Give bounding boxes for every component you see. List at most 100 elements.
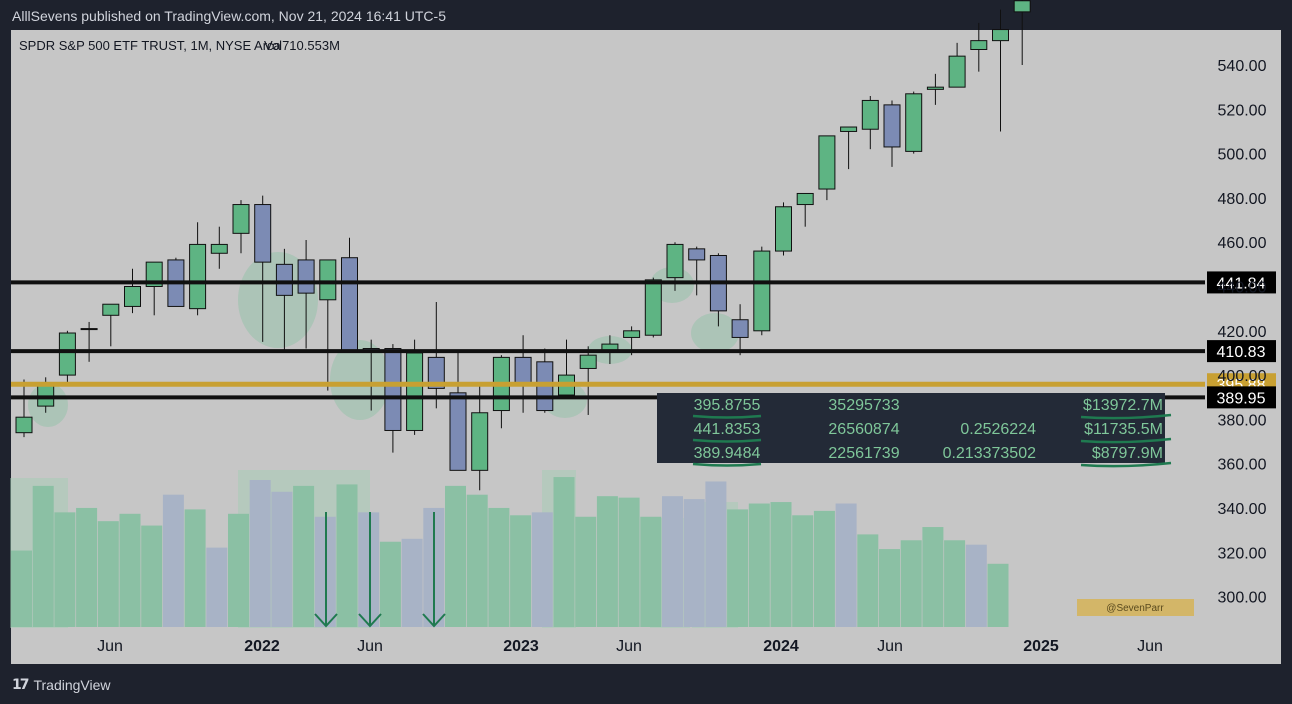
level-label: 410.83 [1217,344,1266,361]
volume-layer [11,477,1009,627]
candle[interactable] [449,350,467,471]
candle[interactable] [926,73,944,105]
candle[interactable] [731,304,749,356]
candle[interactable] [427,302,445,409]
candle[interactable] [905,91,923,154]
tradingview-brand[interactable]: 17 TradingView [12,677,111,693]
candle[interactable] [297,239,315,349]
level-label-box [1207,271,1276,294]
candle[interactable] [145,261,163,316]
candle[interactable] [775,202,792,256]
candle[interactable] [232,200,250,254]
candle-body [15,416,33,434]
volume-bar [792,515,814,627]
volume-bar [97,521,119,627]
candle[interactable] [818,135,836,201]
candle[interactable] [275,248,293,353]
time-tick-label: Jun [616,638,642,655]
volume-bar [662,496,683,627]
volume-bar [271,491,293,627]
candle[interactable] [840,126,858,170]
candle-body [189,243,207,310]
time-axis[interactable]: Jun 2022 Jun 2023 Jun 2024 Jun 2025 Jun [97,638,1163,655]
volume-bar [813,510,835,627]
underline-mark [1080,413,1172,420]
candle[interactable] [688,246,706,296]
highlight-circle [330,340,390,420]
volume-bar [401,538,423,627]
price-tick-label: 340.00 [1218,501,1267,518]
candle-body [818,135,836,190]
volume-bar [618,497,640,627]
candle[interactable] [666,242,684,291]
volume-bar [54,512,76,627]
candle[interactable] [644,277,662,338]
volume-bar [11,550,32,627]
candle[interactable] [254,195,272,342]
time-tick-label: 2025 [1023,638,1059,655]
candle[interactable] [970,22,988,72]
candle[interactable] [58,330,76,384]
candle-body [883,104,901,148]
table-cell: 389.9484 [694,445,761,462]
candle[interactable] [1013,0,1031,65]
candle[interactable] [753,246,771,336]
volume-bar [119,513,141,627]
candle-body [297,259,315,294]
candle[interactable] [80,321,98,362]
arrow-head [314,613,338,628]
volume-bar [510,515,532,627]
candle-body [861,99,879,130]
table-cell: 441.8353 [694,421,761,438]
candle[interactable] [102,303,120,347]
underline-mark [692,462,762,467]
candle[interactable] [796,192,814,227]
underline-mark [1080,461,1172,468]
volume-bar [748,503,770,627]
candle-body [948,55,966,88]
candle-body [427,356,445,389]
volume-bar [857,534,879,627]
volume-bar [922,527,944,627]
volume-bar [553,477,575,627]
volume-bar [640,516,662,627]
candle[interactable] [210,226,228,269]
volume-bar [965,544,987,627]
price-axis[interactable]: 300.00 320.00 340.00 360.00 380.00 400.00 420.… [1218,58,1267,607]
level-label-box [1207,386,1276,409]
candle-body [775,206,792,252]
candle[interactable] [579,346,597,415]
arrow-head [422,613,446,628]
candle[interactable] [948,42,966,88]
candle[interactable] [15,379,33,438]
volume-bar [531,512,553,627]
time-tick-label: 2024 [763,638,799,655]
underline-mark [692,438,762,443]
table-cell: $11735.5M [1084,421,1163,438]
candle-body [796,192,814,206]
footer [0,666,1292,704]
highlight-circle [543,382,587,418]
volume-bar [466,494,488,627]
candle-body [579,354,597,369]
candle-layer [15,0,1031,491]
candle[interactable] [992,9,1009,132]
volume-bar [293,485,315,627]
candle[interactable] [406,339,424,435]
candle[interactable] [471,386,489,491]
candle[interactable] [861,96,879,150]
volume-label: Vol710.553M [264,38,340,53]
candle[interactable] [189,222,207,316]
candle-body [275,263,293,296]
volume-bar [141,525,163,627]
level-label: 441.84 [1217,275,1266,292]
candle[interactable] [319,259,337,391]
volume-bar [488,507,510,627]
candle[interactable] [883,100,901,167]
price-tick-label: 380.00 [1218,412,1267,429]
arrows-layer [314,512,446,628]
volume-bar [32,485,54,627]
publish-line: AlllSevens published on TradingView.com,… [12,8,446,24]
candle[interactable] [124,268,141,314]
